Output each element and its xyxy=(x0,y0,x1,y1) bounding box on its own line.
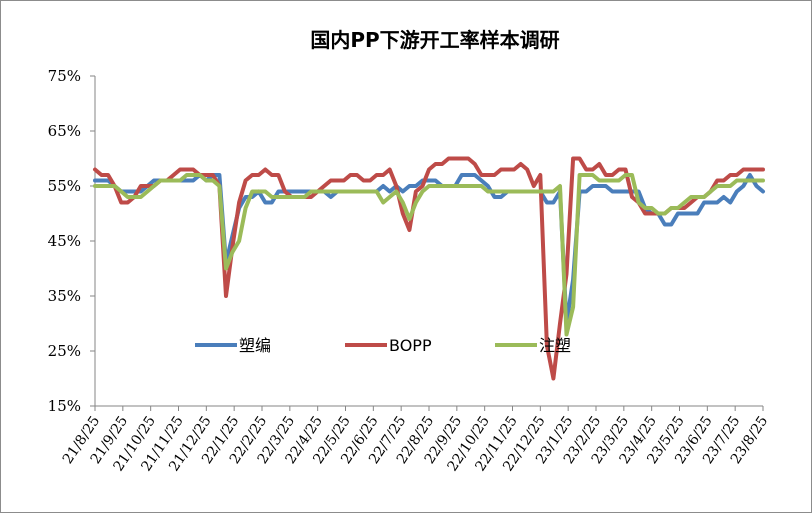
legend-label: 塑编 xyxy=(239,336,271,355)
y-tick-label: 15% xyxy=(48,397,81,415)
y-tick-label: 25% xyxy=(48,342,81,360)
y-tick-label: 65% xyxy=(48,122,81,140)
series-line xyxy=(93,173,765,326)
axes: 15%25%35%45%55%65%75%21/8/2521/9/2521/10… xyxy=(48,67,772,474)
chart-title: 国内PP下游开工率样本调研 xyxy=(310,28,559,52)
legend: 塑编 BOPP 注塑 xyxy=(195,336,571,355)
series-line xyxy=(93,156,765,381)
y-tick-label: 35% xyxy=(48,287,81,305)
y-tick-label: 55% xyxy=(48,177,81,195)
y-tick-label: 75% xyxy=(48,67,81,85)
series-layer xyxy=(93,156,765,381)
series-line xyxy=(93,173,765,337)
legend-label: BOPP xyxy=(389,336,432,355)
legend-label: 注塑 xyxy=(539,336,571,355)
y-tick-label: 45% xyxy=(48,232,81,250)
